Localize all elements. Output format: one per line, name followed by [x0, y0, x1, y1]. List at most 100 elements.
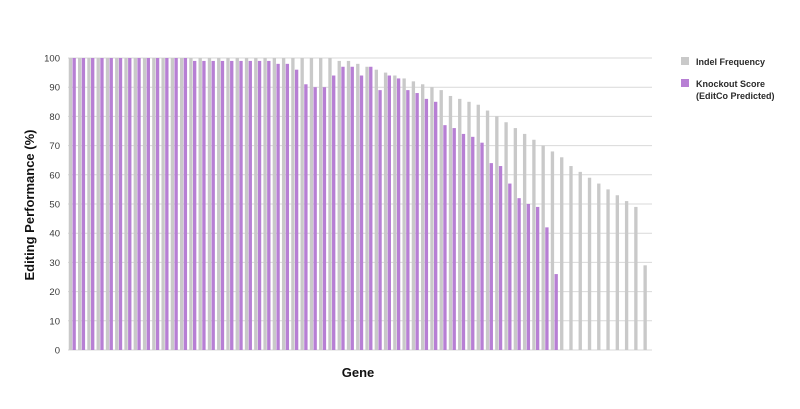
bar-indel-frequency — [152, 58, 156, 350]
bar-knockout-score — [202, 60, 206, 351]
bar-knockout-score — [165, 58, 169, 350]
bar-indel-frequency — [170, 58, 175, 350]
bar-knockout-score — [248, 60, 252, 351]
y-tick-label: 0 — [55, 346, 60, 357]
bar-indel-frequency — [133, 58, 137, 350]
bar-indel-frequency — [587, 177, 592, 350]
bar-knockout-score — [508, 183, 512, 350]
bar-knockout-score — [332, 75, 336, 351]
bar-knockout-score — [257, 60, 262, 351]
bar-knockout-score — [146, 58, 150, 350]
bar-indel-frequency — [68, 58, 73, 350]
x-axis-label: Gene — [342, 365, 375, 380]
bar-knockout-score — [434, 101, 438, 350]
y-tick-label: 60 — [49, 170, 60, 181]
bar-indel-frequency — [485, 110, 490, 350]
bar-knockout-score — [128, 58, 132, 350]
bar-knockout-score — [415, 93, 419, 350]
bar-knockout-score — [304, 84, 308, 350]
bar-indel-frequency — [467, 101, 471, 350]
bar-indel-frequency — [550, 151, 555, 350]
bar-indel-frequency — [365, 66, 369, 350]
bar-indel-frequency — [476, 104, 480, 350]
bar-indel-frequency — [115, 58, 119, 350]
y-axis-ticks: 0 10 20 30 40 50 60 70 80 90 100 — [44, 54, 60, 357]
y-tick-label: 70 — [49, 141, 60, 152]
bar-knockout-score — [137, 58, 141, 350]
bar-indel-frequency — [328, 58, 332, 350]
bar-indel-frequency — [179, 58, 184, 350]
bar-indel-frequency — [300, 58, 304, 350]
bar-knockout-score — [526, 204, 531, 350]
bar-indel-frequency — [448, 95, 453, 351]
bar-knockout-score — [498, 166, 503, 350]
y-tick-label: 10 — [49, 316, 60, 327]
bar-indel-frequency — [142, 58, 147, 350]
bar-indel-frequency — [513, 128, 518, 350]
bar-knockout-score — [517, 198, 521, 350]
bar-knockout-score — [155, 58, 160, 350]
y-tick-label: 20 — [49, 287, 60, 298]
bar-knockout-score — [239, 60, 243, 351]
bar-indel-frequency — [207, 58, 212, 350]
y-tick-label: 40 — [49, 229, 60, 240]
bar-knockout-score — [220, 60, 225, 351]
bar-indel-frequency — [161, 58, 165, 350]
y-tick-label: 90 — [49, 83, 60, 94]
bar-knockout-score — [424, 98, 429, 350]
bar-indel-frequency — [430, 87, 434, 350]
bar-indel-frequency — [244, 58, 249, 350]
bar-knockout-score — [276, 63, 280, 351]
bar-indel-frequency — [105, 58, 110, 350]
legend-swatch-knockout — [681, 79, 689, 87]
bar-knockout-score — [322, 87, 327, 350]
bar-knockout-score — [118, 58, 123, 350]
bar-indel-frequency — [281, 58, 286, 350]
bar-indel-frequency — [356, 63, 360, 351]
bar-knockout-score — [461, 133, 466, 350]
bar-knockout-score — [267, 60, 271, 351]
bar-indel-frequency — [504, 122, 508, 351]
bar-indel-frequency — [198, 58, 202, 350]
bar-knockout-score — [285, 63, 290, 351]
bar-knockout-score — [359, 75, 364, 351]
bar-indel-frequency — [522, 133, 527, 350]
bar-knockout-score — [91, 58, 95, 350]
bar-indel-frequency — [374, 69, 378, 351]
bar-indel-frequency — [263, 58, 267, 350]
bar-knockout-score — [109, 58, 113, 350]
bar-indel-frequency — [96, 58, 100, 350]
bar-indel-frequency — [291, 58, 295, 350]
bar-indel-frequency — [597, 183, 601, 350]
bar-indel-frequency — [578, 171, 582, 350]
bar-indel-frequency — [421, 84, 425, 350]
bar-knockout-score — [387, 75, 391, 351]
bar-indel-frequency — [634, 206, 638, 350]
bar-indel-frequency — [319, 58, 323, 350]
bar-indel-frequency — [606, 189, 610, 350]
bar-knockout-score — [489, 163, 493, 350]
bar-knockout-score — [192, 60, 197, 351]
legend-label-indel: Indel Frequency — [696, 57, 765, 67]
bar-indel-frequency — [346, 60, 351, 351]
bar-knockout-score — [545, 227, 549, 350]
bar-indel-frequency — [226, 58, 230, 350]
bar-knockout-score — [480, 142, 484, 350]
bar-indel-frequency — [78, 58, 82, 350]
bar-knockout-score — [396, 78, 401, 350]
legend-label-knockout: Knockout Score — [696, 79, 765, 89]
bar-indel-frequency — [411, 81, 416, 351]
y-axis-label: Editing Performance (%) — [22, 130, 37, 281]
legend-label-knockout-sub: (EditCo Predicted) — [696, 91, 775, 101]
bar-knockout-score — [313, 87, 317, 350]
bar-knockout-score — [81, 58, 86, 350]
bar-indel-frequency — [615, 195, 619, 350]
bar-knockout-score — [369, 66, 373, 350]
bar-indel-frequency — [402, 78, 406, 350]
bar-indel-frequency — [569, 166, 573, 350]
bar-knockout-score — [211, 60, 215, 351]
legend: Indel Frequency Knockout Score (EditCo P… — [681, 57, 775, 101]
bar-indel-frequency — [495, 116, 499, 351]
bar-knockout-score — [341, 66, 345, 350]
